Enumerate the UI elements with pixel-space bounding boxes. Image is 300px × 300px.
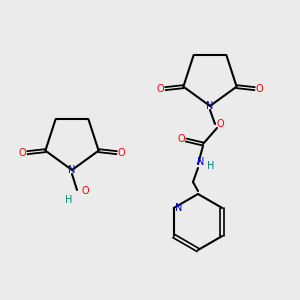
Text: H: H	[207, 161, 215, 171]
Text: N: N	[197, 157, 205, 167]
Text: O: O	[216, 119, 224, 129]
Text: N: N	[206, 101, 214, 111]
Text: O: O	[118, 148, 125, 158]
Text: O: O	[19, 148, 26, 158]
Text: O: O	[177, 134, 185, 144]
Text: O: O	[256, 84, 263, 94]
Text: H: H	[65, 195, 73, 205]
Text: O: O	[157, 84, 164, 94]
Text: N: N	[175, 203, 182, 213]
Text: O: O	[81, 186, 89, 196]
Text: N: N	[68, 165, 76, 175]
